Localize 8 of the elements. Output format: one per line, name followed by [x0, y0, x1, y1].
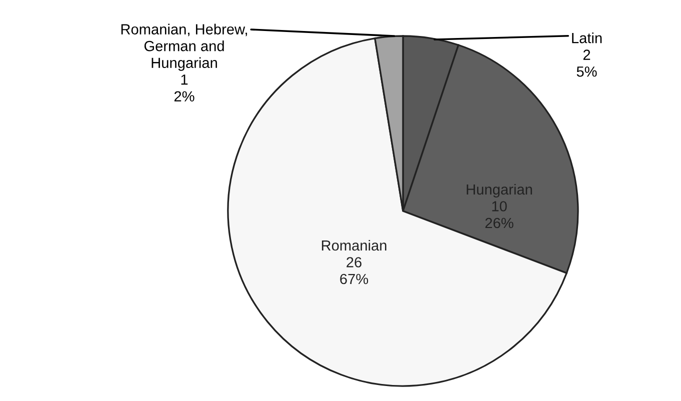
data-label: 26 67%	[340, 257, 368, 284]
data-label: 2 5%	[576, 50, 597, 77]
slice-label: Romanian	[322, 240, 386, 251]
slice-label: Latin	[572, 32, 602, 44]
data-label: 1 2%	[174, 74, 194, 102]
data-label: 10 26%	[485, 201, 514, 228]
slice-label: Romanian, Hebrew, German and Hungarian	[121, 24, 247, 71]
slice-label: Hungarian	[466, 184, 532, 198]
